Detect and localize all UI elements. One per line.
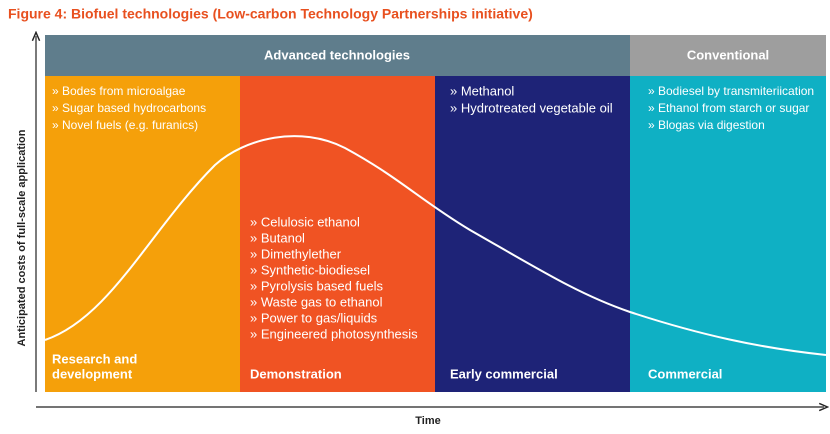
cost-curve [44,135,827,356]
stage-item: » Waste gas to ethanol [250,294,383,309]
stage-bg [435,76,630,392]
stage-item: » Hydrotreated vegetable oil [450,100,613,115]
header-label: Advanced technologies [264,47,410,62]
stage-item: » Engineered photosynthesis [250,326,418,341]
y-axis-label: Anticipated costs of full-scale applicat… [16,129,28,346]
header-conventional [630,35,826,76]
stage-item: » Power to gas/liquids [250,310,378,325]
stage-bg [45,76,240,392]
stage-label: development [52,366,133,381]
stage-label: Research and [52,351,137,366]
stage-item: » Dimethylether [250,246,342,261]
header-label: Conventional [687,47,769,62]
stage-item: » Butanol [250,230,305,245]
stage-item: » Bodiesel by transmiteriication [648,84,814,98]
stage-label: Demonstration [250,366,342,381]
figure-title: Figure 4: Biofuel technologies (Low-carb… [8,6,533,22]
stage-item: » Novel fuels (e.g. furanics) [52,118,198,132]
stage-item: » Pyrolysis based fuels [250,278,383,293]
stage-bg [240,76,435,392]
stage-item: » Methanol [450,83,514,98]
stage-item: » Sugar based hydrocarbons [52,101,206,115]
stage-item: » Ethanol from starch or sugar [648,101,809,115]
stage-item: » Blogas via digestion [648,118,765,132]
stage-item: » Bodes from microalgae [52,84,186,98]
stage-label: Commercial [648,366,722,381]
stage-item: » Synthetic-biodiesel [250,262,370,277]
stage-item: » Celulosic ethanol [250,214,360,229]
header-advanced [45,35,630,76]
stage-label: Early commercial [450,366,558,381]
x-axis-label: Time [415,415,440,427]
